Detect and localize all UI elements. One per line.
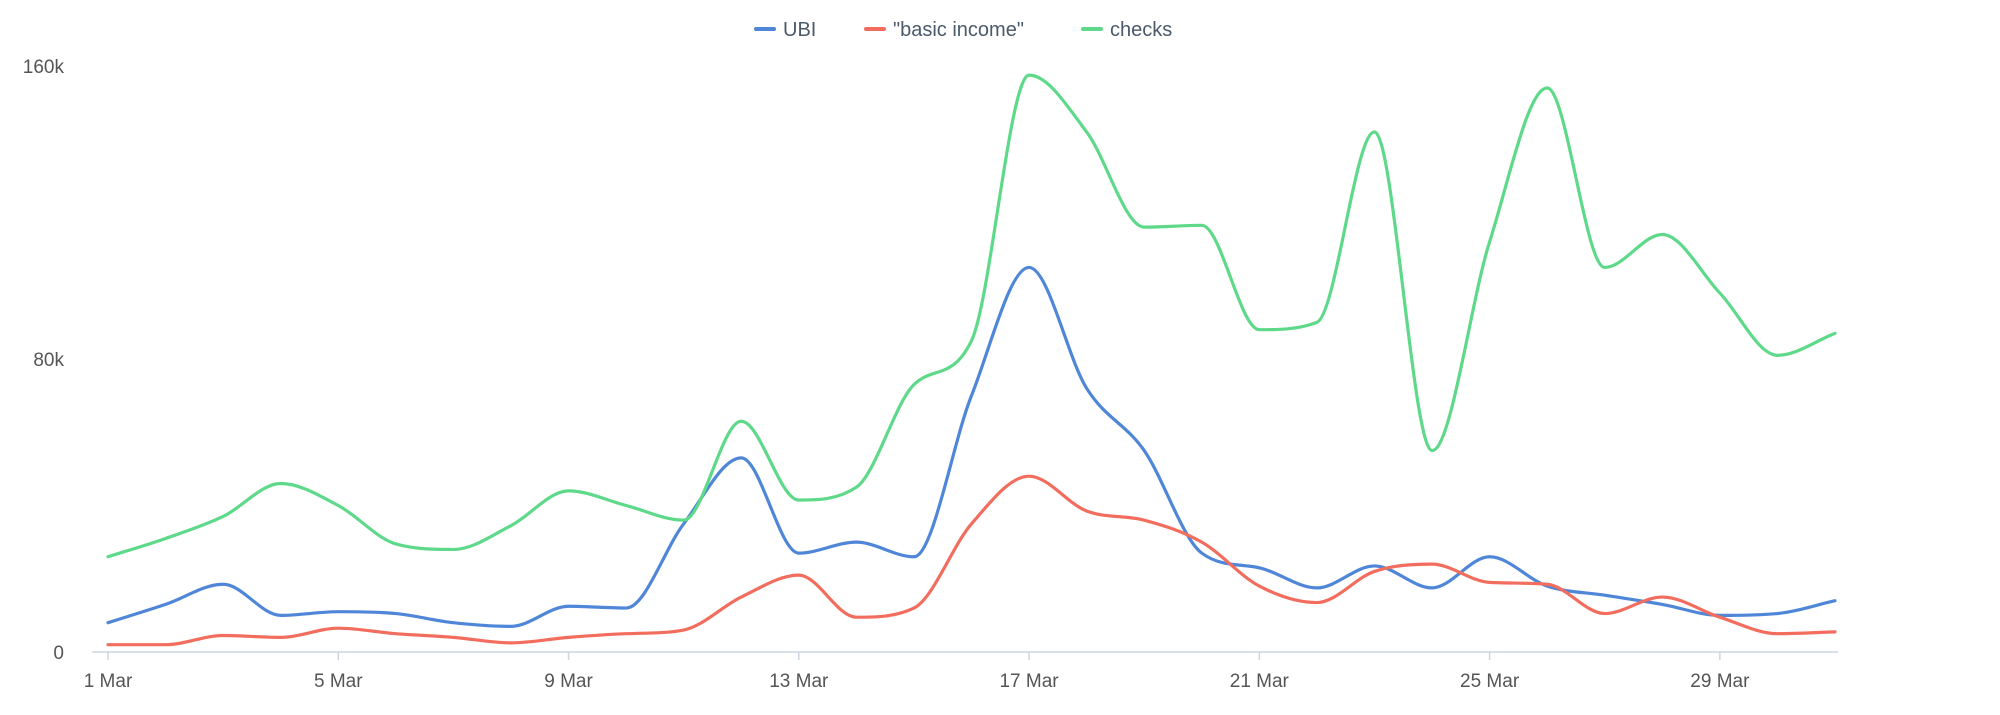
series-line-ubi[interactable] xyxy=(106,265,1837,628)
x-tick-label: 1 Mar xyxy=(84,671,133,692)
x-axis: 1 Mar 5 Mar 9 Mar 13 Mar 17 Mar 21 Mar 25 Mar 2… xyxy=(84,651,1838,692)
x-tick-label: 5 Mar xyxy=(314,671,363,692)
legend-item-basic-income[interactable]: "basic income" xyxy=(864,19,1024,41)
y-tick-label: 80k xyxy=(33,350,64,371)
y-tick-label: 160k xyxy=(23,57,65,78)
legend-item-ubi[interactable]: UBI xyxy=(754,19,816,41)
x-tick-label: 21 Mar xyxy=(1230,671,1290,692)
x-tick-label: 13 Mar xyxy=(769,671,829,692)
legend-label: UBI xyxy=(783,19,816,41)
legend-label: "basic income" xyxy=(893,19,1024,41)
series-line-basic-income[interactable] xyxy=(106,474,1837,647)
x-tick-label: 9 Mar xyxy=(544,671,593,692)
x-tick-label: 17 Mar xyxy=(999,671,1059,692)
x-tick-label: 25 Mar xyxy=(1460,671,1520,692)
legend-item-checks[interactable]: checks xyxy=(1081,19,1172,41)
y-tick-label: 0 xyxy=(53,643,64,664)
y-axis: 0 80k 160k xyxy=(23,57,65,664)
series-line-checks[interactable] xyxy=(106,73,1837,559)
x-tick-label: 29 Mar xyxy=(1690,671,1750,692)
legend: UBI "basic income" checks xyxy=(754,19,1172,41)
series-lines xyxy=(106,73,1837,647)
legend-label: checks xyxy=(1110,19,1172,41)
